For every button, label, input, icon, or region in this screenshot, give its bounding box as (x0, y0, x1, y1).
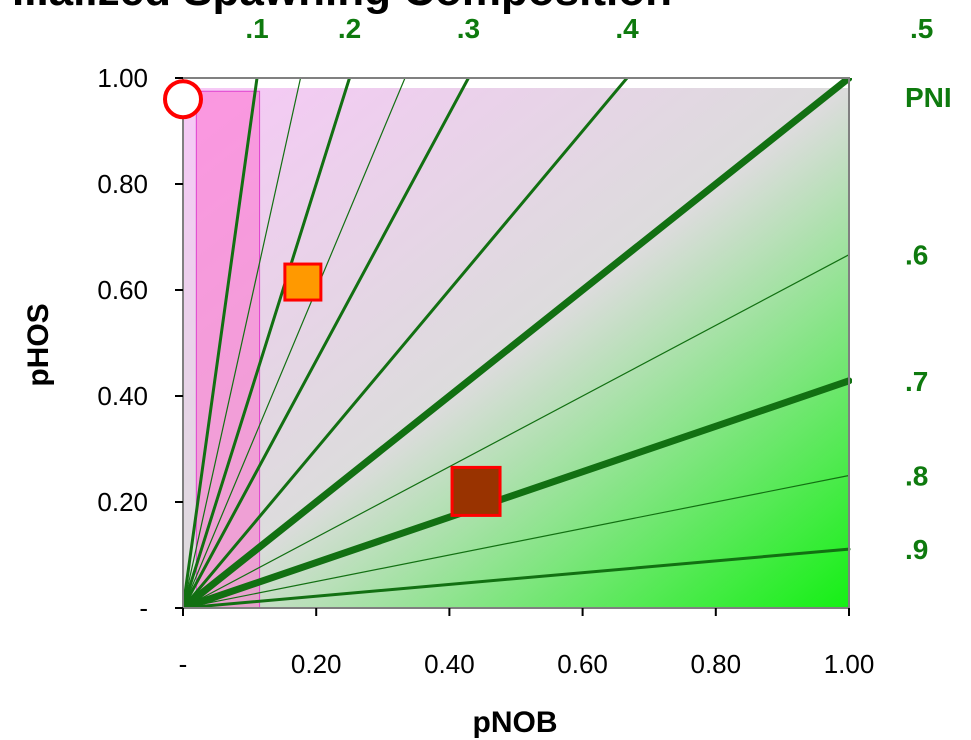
pni-line (183, 78, 302, 608)
plot-frame (182, 77, 850, 609)
y-tick-label: 0.20 (97, 487, 148, 517)
x-tick-label: 1.00 (824, 649, 875, 679)
pni-line (183, 78, 629, 608)
pni-tick-label: .4 (615, 13, 639, 44)
x-tick-label: 0.60 (557, 649, 608, 679)
x-tick-label: 0.40 (424, 649, 475, 679)
y-axis-title: pHOS (22, 303, 55, 386)
pni-line (183, 78, 351, 608)
data-point-square (283, 262, 323, 302)
y-tick-label: 1.00 (97, 63, 148, 93)
pni-line (183, 254, 850, 608)
pni-line (183, 377, 852, 608)
x-tick-label: 0.80 (690, 649, 741, 679)
pni-line (183, 474, 850, 608)
pni-tick-label: .8 (905, 461, 928, 492)
pni-line (183, 78, 406, 608)
y-tick-label: 0.60 (97, 275, 148, 305)
pni-tick-label: .3 (457, 13, 480, 44)
pni-tick-label: .2 (338, 13, 361, 44)
pni-tick-label: .1 (245, 13, 268, 44)
pni-tick-label: .5 (910, 13, 933, 44)
chart-title: ...alized Spawning Composition (12, 0, 672, 15)
pni-line (183, 78, 470, 608)
pni-line (183, 547, 851, 608)
pni-axis-title: PNI (905, 82, 952, 113)
y-tick-label: - (139, 593, 148, 623)
data-point-square (450, 465, 502, 517)
x-tick-label: - (179, 649, 188, 679)
pni-line (183, 78, 852, 608)
y-tick-label: 0.80 (97, 169, 148, 199)
pni-tick-label: .6 (905, 240, 928, 271)
data-point-circle (163, 79, 203, 120)
x-tick-label: 0.20 (291, 649, 342, 679)
y-tick-label: 0.40 (97, 381, 148, 411)
x-axis-title: pNOB (473, 706, 558, 739)
pni-tick-label: .9 (905, 534, 928, 565)
pni-tick-label: .7 (905, 366, 928, 397)
pni-line (183, 78, 259, 608)
